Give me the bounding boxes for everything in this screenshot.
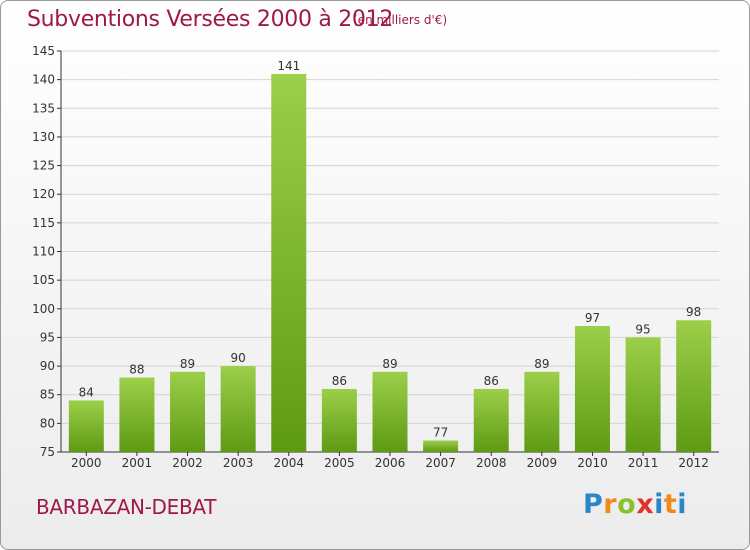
data-label: 84 — [79, 385, 94, 399]
data-label: 89 — [534, 357, 549, 371]
bar — [170, 371, 206, 452]
data-label: 98 — [686, 305, 701, 319]
bars — [68, 73, 712, 453]
x-tick-label: 2002 — [172, 456, 203, 470]
y-tick-label: 100 — [32, 302, 55, 316]
y-tick-label: 90 — [40, 359, 55, 373]
x-tick-label: 2003 — [223, 456, 254, 470]
x-tick-label: 2012 — [678, 456, 709, 470]
y-tick-label: 120 — [32, 187, 55, 201]
bar — [68, 400, 104, 452]
x-tick-label: 2005 — [324, 456, 355, 470]
labels: 84 88 89 90 141 86 89 77 86 89 97 95 98 — [79, 59, 702, 440]
y-tick-label: 135 — [32, 101, 55, 115]
y-tick-label: 110 — [32, 245, 55, 259]
bar — [119, 377, 155, 452]
x-tick-label: 2010 — [577, 456, 608, 470]
proxiti-logo[interactable]: Proxiti — [583, 489, 688, 520]
bar — [473, 388, 509, 452]
data-label: 89 — [382, 357, 397, 371]
bar — [676, 320, 712, 452]
bar — [625, 337, 661, 452]
y-tick-label: 80 — [40, 416, 55, 430]
x-tick-label: 2006 — [375, 456, 406, 470]
chart-subtitle: (en milliers d'€) — [353, 13, 448, 27]
data-label: 90 — [231, 351, 246, 365]
bar — [423, 440, 459, 452]
y-tick-label: 85 — [40, 388, 55, 402]
y-tick-label: 95 — [40, 330, 55, 344]
data-label: 89 — [180, 357, 195, 371]
bar — [220, 366, 256, 452]
data-label: 88 — [129, 363, 144, 377]
bar — [271, 73, 307, 453]
chart-title: Subventions Versées 2000 à 2012 — [27, 7, 394, 32]
data-label: 86 — [332, 374, 347, 388]
y-tick-label: 105 — [32, 273, 55, 287]
x-tick-label: 2004 — [273, 456, 304, 470]
y-tick-label: 140 — [32, 73, 55, 87]
bar — [574, 325, 610, 452]
y-tick-label: 145 — [32, 44, 55, 58]
x-tick-label: 2011 — [628, 456, 659, 470]
data-label: 77 — [433, 426, 448, 440]
y-tick-label: 115 — [32, 216, 55, 230]
x-tick-label: 2007 — [425, 456, 456, 470]
data-label: 97 — [585, 311, 600, 325]
data-label: 141 — [277, 59, 300, 73]
x-tick-label: 2009 — [527, 456, 558, 470]
x-tick-label: 2008 — [476, 456, 507, 470]
y-tick-label: 75 — [40, 445, 55, 459]
y-tick-label: 125 — [32, 159, 55, 173]
bar — [372, 371, 408, 452]
y-tick-label: 130 — [32, 130, 55, 144]
bar — [321, 388, 357, 452]
x-tick-label: 2001 — [122, 456, 153, 470]
x-tick-label: 2000 — [71, 456, 102, 470]
data-label: 95 — [635, 322, 650, 336]
data-label: 86 — [484, 374, 499, 388]
commune-name: BARBAZAN-DEBAT — [36, 495, 217, 519]
bar — [524, 371, 560, 452]
